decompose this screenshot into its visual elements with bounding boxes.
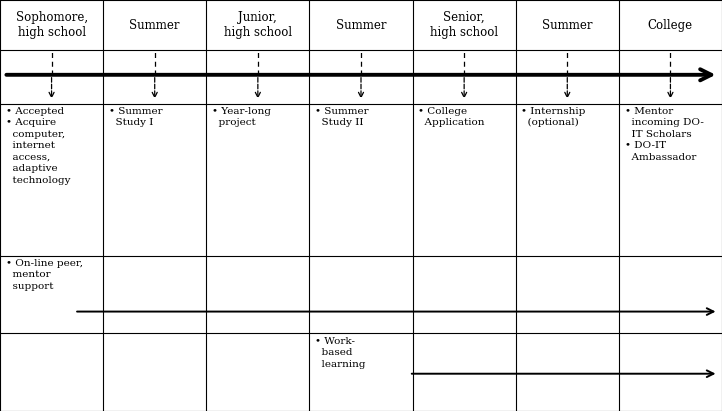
Text: Junior,
high school: Junior, high school (224, 11, 292, 39)
Text: Summer: Summer (129, 18, 180, 32)
Text: • Work-
  based
  learning: • Work- based learning (316, 337, 366, 369)
Text: • Mentor
  incoming DO-
  IT Scholars
• DO-IT
  Ambassador: • Mentor incoming DO- IT Scholars • DO-I… (625, 107, 703, 162)
Text: Summer: Summer (542, 18, 593, 32)
Text: • College
  Application: • College Application (418, 107, 485, 127)
Text: Summer: Summer (336, 18, 386, 32)
Text: College: College (648, 18, 693, 32)
Text: • Summer
  Study II: • Summer Study II (316, 107, 369, 127)
Text: • Internship
  (optional): • Internship (optional) (521, 107, 586, 127)
Text: • Accepted
• Acquire
  computer,
  internet
  access,
  adaptive
  technology: • Accepted • Acquire computer, internet … (6, 107, 70, 185)
Text: Senior,
high school: Senior, high school (430, 11, 498, 39)
Text: • On-line peer,
  mentor
  support: • On-line peer, mentor support (6, 259, 83, 291)
Text: • Summer
  Study I: • Summer Study I (109, 107, 162, 127)
Text: • Year-long
  project: • Year-long project (212, 107, 271, 127)
Text: Sophomore,
high school: Sophomore, high school (15, 11, 87, 39)
